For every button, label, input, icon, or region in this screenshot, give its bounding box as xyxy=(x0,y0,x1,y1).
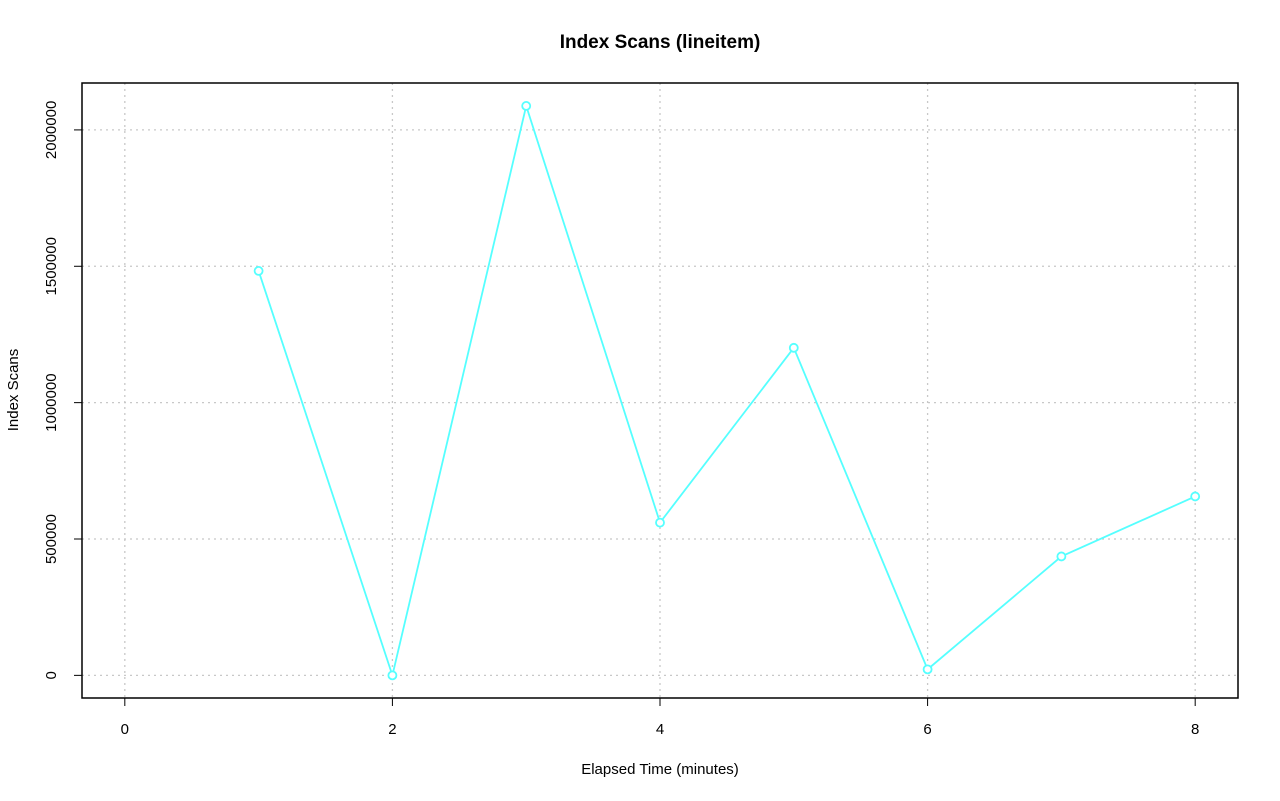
x-axis-label: Elapsed Time (minutes) xyxy=(581,761,739,778)
x-tick-label: 0 xyxy=(121,721,129,738)
chart-title: Index Scans (lineitem) xyxy=(560,32,761,53)
y-tick-label: 0 xyxy=(43,671,60,679)
data-point xyxy=(253,266,264,276)
data-point xyxy=(1056,551,1067,562)
x-tick-label: 2 xyxy=(388,721,396,738)
data-point xyxy=(655,517,665,528)
x-tick-label: 4 xyxy=(656,721,664,738)
x-tick-label: 8 xyxy=(1191,721,1199,738)
data-point xyxy=(788,342,799,353)
data-point xyxy=(387,670,398,681)
y-axis-label: Index Scans xyxy=(5,349,22,432)
data-point xyxy=(521,101,532,111)
data-point xyxy=(1190,491,1201,502)
plot-area xyxy=(253,101,1201,681)
y-tick-label: 1500000 xyxy=(43,237,60,295)
y-tick-label: 500000 xyxy=(43,514,60,564)
x-tick-label: 6 xyxy=(923,721,931,738)
y-tick-label: 1000000 xyxy=(43,373,60,431)
data-point xyxy=(922,664,933,675)
grid xyxy=(82,83,1238,698)
series-line xyxy=(257,102,1196,679)
y-tick-label: 2000000 xyxy=(43,101,60,159)
